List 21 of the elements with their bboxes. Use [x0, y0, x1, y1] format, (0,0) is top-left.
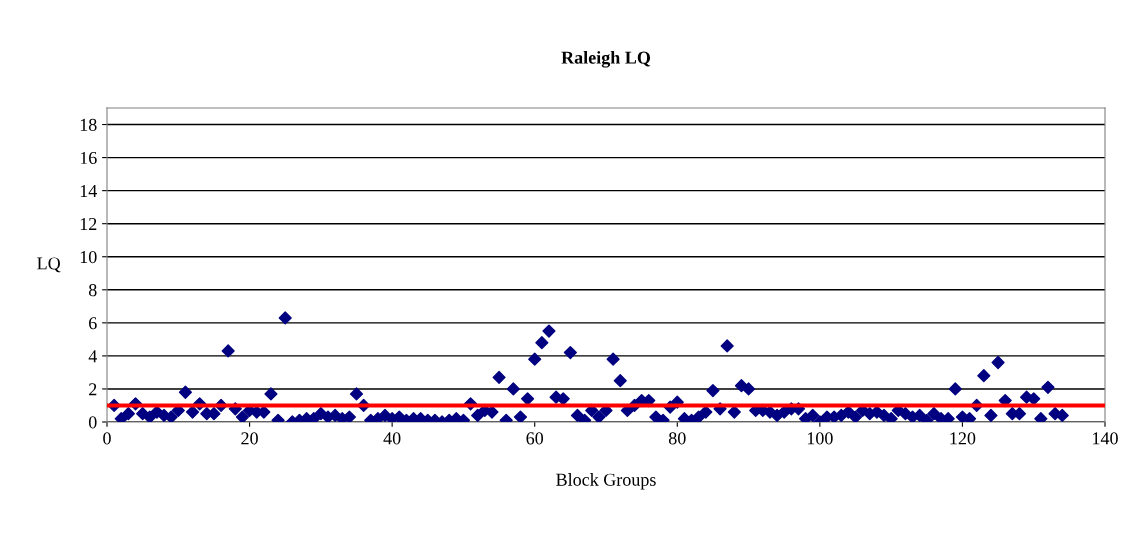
x-tick-label: 60: [526, 432, 544, 445]
y-tick-label: 10: [80, 250, 97, 264]
y-tick-label: 6: [89, 317, 97, 330]
x-tick-label: 80: [668, 432, 686, 445]
y-tick-label: 2: [89, 383, 97, 396]
x-tick-label: 100: [807, 432, 833, 445]
x-axis-title: Block Groups: [556, 473, 656, 490]
y-tick-label: 4: [88, 350, 97, 363]
x-tick-label: 140: [1093, 432, 1118, 445]
chart-title: Raleigh LQ: [561, 51, 651, 68]
y-tick-label: 16: [80, 151, 97, 165]
y-tick-label: 12: [80, 217, 97, 230]
y-tick-label: 8: [88, 284, 97, 297]
x-tick-label: 40: [383, 432, 401, 445]
y-axis-title: LQ: [37, 257, 61, 273]
y-tick-label: 0: [88, 416, 97, 429]
x-tick-label: 120: [950, 432, 976, 445]
x-tick-label: 20: [241, 432, 258, 445]
y-tick-label: 14: [80, 184, 97, 197]
y-tick-label: 18: [80, 118, 97, 131]
x-tick-label: 0: [103, 432, 111, 445]
